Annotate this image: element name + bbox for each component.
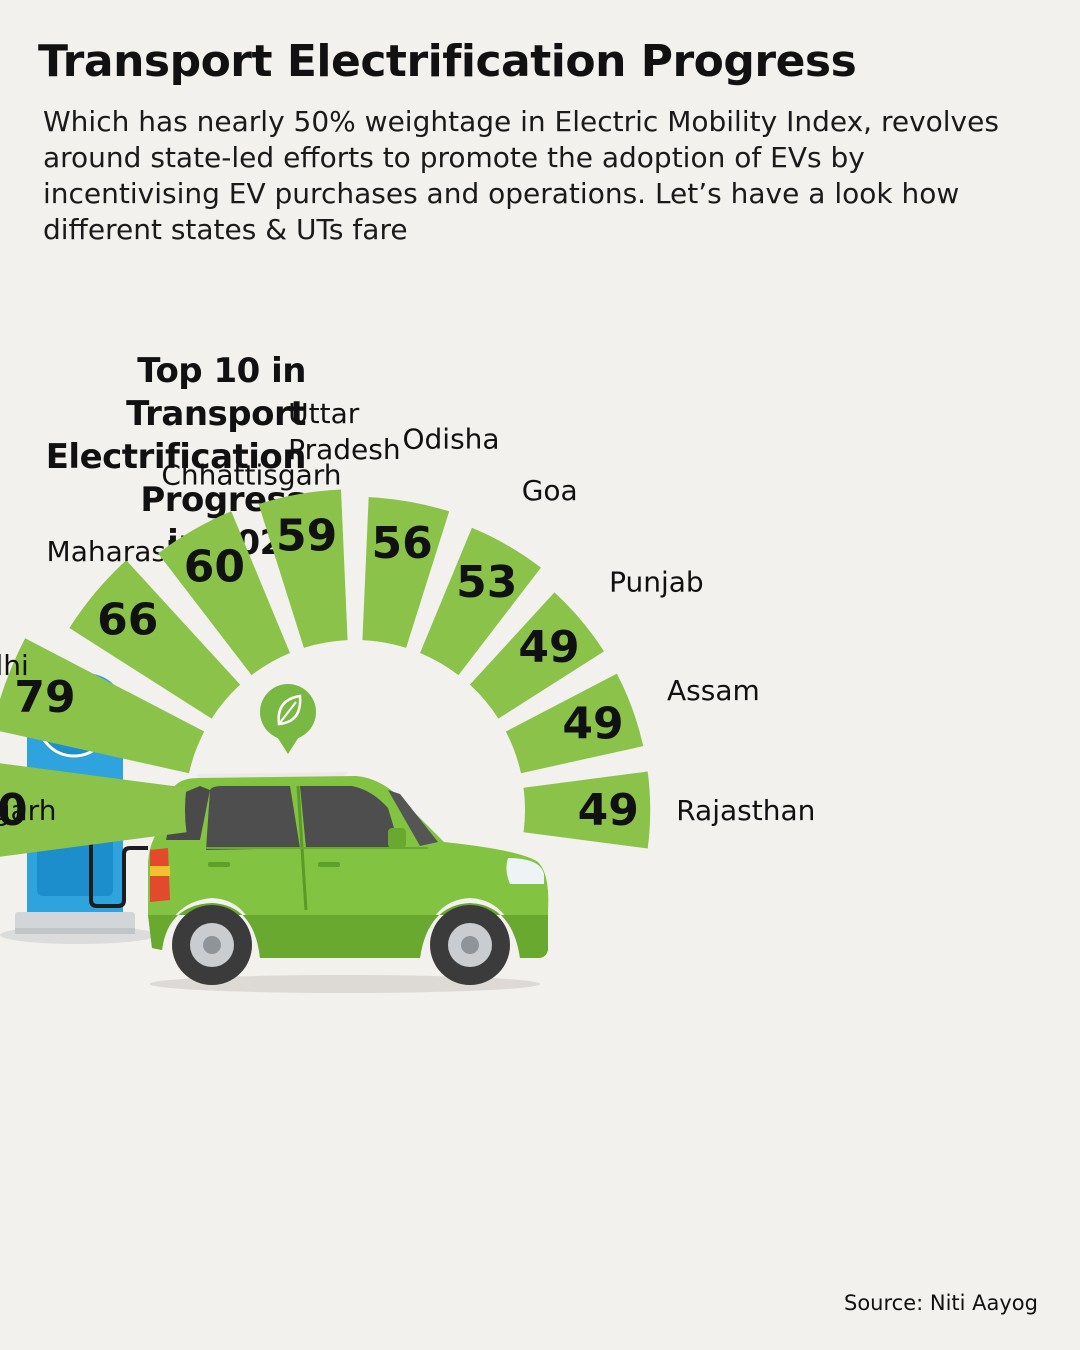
category-label: Uttar Pradesh bbox=[288, 397, 400, 466]
side-title-line: Electrification bbox=[45, 437, 307, 477]
category-label: Rajasthan bbox=[676, 794, 815, 827]
chart-bars: 90Chandigarh79Delhi66Maharashtra60Chhatt… bbox=[0, 397, 815, 857]
value-label: 90 bbox=[0, 785, 28, 836]
side-title-line: Top 10 in bbox=[137, 351, 306, 391]
value-label: 49 bbox=[518, 622, 579, 673]
category-label: Chhattisgarh bbox=[161, 459, 341, 492]
bar-assam bbox=[505, 673, 644, 774]
value-label: 49 bbox=[578, 785, 639, 836]
eco-badge bbox=[260, 684, 316, 754]
value-label: 60 bbox=[184, 541, 245, 592]
value-label: 53 bbox=[456, 557, 517, 608]
bar-odisha bbox=[362, 497, 450, 648]
category-label: Delhi bbox=[0, 649, 29, 682]
page-title: Transport Electrification Progress bbox=[38, 36, 857, 87]
bar-maharashtra bbox=[69, 560, 241, 719]
value-label: 59 bbox=[276, 510, 337, 561]
value-label: 66 bbox=[97, 594, 158, 645]
category-label: Goa bbox=[522, 474, 578, 507]
page-subtitle: Which has nearly 50% weightage in Electr… bbox=[43, 105, 999, 246]
bar-chandigarh bbox=[0, 763, 187, 857]
bar-rajasthan bbox=[523, 771, 651, 849]
leaf-icon bbox=[277, 694, 302, 726]
side-title-line: Transport bbox=[126, 394, 306, 434]
category-label: Odisha bbox=[402, 423, 499, 456]
bar-chhattisgarh bbox=[158, 511, 290, 676]
value-label: 56 bbox=[371, 518, 432, 569]
bar-punjab bbox=[469, 592, 604, 719]
value-label: 79 bbox=[14, 672, 75, 723]
category-label: Punjab bbox=[609, 566, 704, 599]
bar-goa bbox=[420, 527, 541, 676]
category-label: Assam bbox=[667, 674, 760, 707]
bar-uttar-pradesh bbox=[258, 489, 348, 648]
value-label: 49 bbox=[562, 698, 623, 749]
category-label: Chandigarh bbox=[0, 794, 56, 827]
source-note: Source: Niti Aayog bbox=[843, 1291, 1038, 1315]
bar-delhi bbox=[0, 638, 205, 774]
electric-car bbox=[148, 772, 549, 993]
